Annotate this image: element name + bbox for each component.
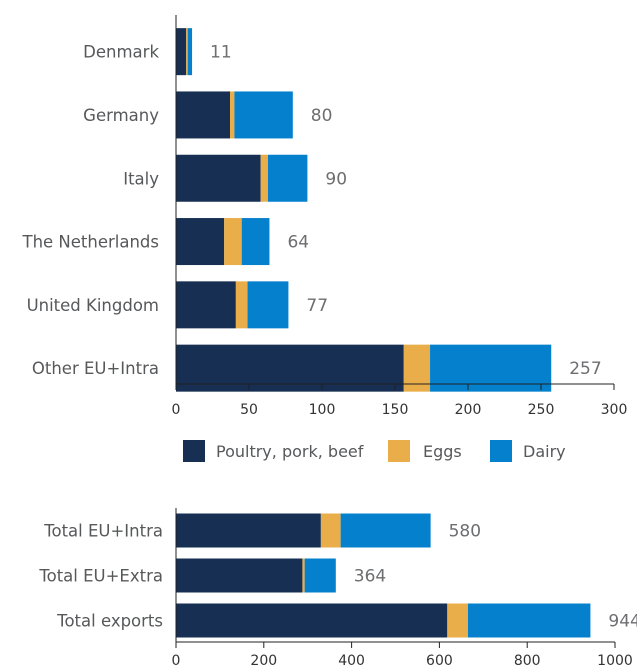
x-tick-label: 50	[240, 402, 258, 418]
x-tick-label: 200	[250, 653, 277, 666]
bar-segment-dairy-the-netherlands	[241, 218, 270, 266]
x-tick-label: 0	[172, 402, 181, 418]
bar-segment-eggs-the-netherlands	[224, 218, 242, 266]
total-label-denmark: 11	[210, 43, 232, 63]
category-label-united-kingdom: United Kingdom	[27, 296, 159, 315]
bar-segment-poultry-the-netherlands	[176, 218, 225, 266]
total-exports-chart: Total EU+Intra 580 Total EU+Extra 364 Total …	[38, 508, 637, 666]
bar-segment-poultry-italy	[176, 154, 261, 202]
legend-swatch-dairy	[490, 440, 512, 462]
legend-label-eggs: Eggs	[423, 442, 462, 461]
total-label-germany: 80	[311, 106, 333, 126]
legend-label-poultry: Poultry, pork, beef	[216, 442, 364, 461]
legend-swatch-poultry	[183, 440, 205, 462]
bar-segment-eggs-italy	[260, 154, 268, 202]
total-label-italy: 90	[325, 169, 347, 189]
category-label-total-eu-extra: Total EU+Extra	[38, 567, 163, 586]
bar-segment-poultry-total-eu-extra	[176, 558, 303, 593]
category-label-total-eu-intra: Total EU+Intra	[43, 522, 163, 541]
bar-segment-dairy-total-exports	[467, 603, 591, 638]
total-label-the-netherlands: 64	[287, 233, 309, 253]
x-tick-label: 1000	[597, 653, 633, 666]
total-label-total-eu-extra: 364	[354, 567, 386, 587]
bar-segment-eggs-total-exports	[447, 603, 468, 638]
bar-segment-dairy-total-eu-extra	[304, 558, 336, 593]
bar-segment-dairy-other-eu-intra	[430, 344, 552, 392]
x-tick-label: 0	[172, 653, 181, 666]
total-label-other-eu-intra: 257	[569, 359, 601, 379]
bar-segment-eggs-other-eu-intra	[403, 344, 431, 392]
bar-segment-dairy-denmark	[187, 28, 193, 76]
x-tick-label: 800	[514, 653, 541, 666]
bar-segment-dairy-total-eu-intra	[340, 513, 431, 548]
bar-segment-dairy-united-kingdom	[247, 281, 289, 329]
x-tick-label: 400	[338, 653, 365, 666]
legend-swatch-eggs	[388, 440, 410, 462]
x-tick-label: 600	[426, 653, 453, 666]
category-label-total-exports: Total exports	[56, 612, 163, 631]
category-label-denmark: Denmark	[83, 43, 159, 62]
bar-segment-poultry-denmark	[176, 28, 187, 76]
bar-segment-eggs-united-kingdom	[235, 281, 248, 329]
total-label-total-exports: 944	[608, 612, 637, 632]
category-label-germany: Germany	[83, 106, 159, 125]
total-label-total-eu-intra: 580	[449, 522, 481, 542]
x-tick-label: 300	[601, 402, 628, 418]
bar-segment-poultry-total-exports	[176, 603, 448, 638]
bar-segment-poultry-total-eu-intra	[176, 513, 321, 548]
bar-segment-dairy-germany	[234, 91, 293, 139]
category-label-the-netherlands: The Netherlands	[21, 233, 159, 252]
bar-segment-eggs-total-eu-extra	[302, 558, 305, 593]
category-label-other-eu-intra: Other EU+Intra	[32, 359, 159, 378]
bar-segment-dairy-italy	[267, 154, 308, 202]
legend: Poultry, pork, beef Eggs Dairy	[183, 440, 566, 462]
x-tick-label: 250	[528, 402, 555, 418]
country-exports-chart: Denmark 11 Germany 80 Italy 90 The Netherlands…	[21, 15, 627, 418]
total-label-united-kingdom: 77	[306, 296, 328, 316]
x-tick-label: 100	[309, 402, 336, 418]
bar-segment-eggs-denmark	[186, 28, 188, 76]
bar-segment-eggs-germany	[230, 91, 235, 139]
x-tick-label: 150	[382, 402, 409, 418]
category-label-italy: Italy	[123, 169, 159, 188]
bar-segment-eggs-total-eu-intra	[320, 513, 341, 548]
x-tick-label: 200	[455, 402, 482, 418]
bar-segment-poultry-united-kingdom	[176, 281, 236, 329]
bar-segment-poultry-other-eu-intra	[176, 344, 404, 392]
legend-label-dairy: Dairy	[523, 442, 566, 461]
bar-segment-poultry-germany	[176, 91, 231, 139]
